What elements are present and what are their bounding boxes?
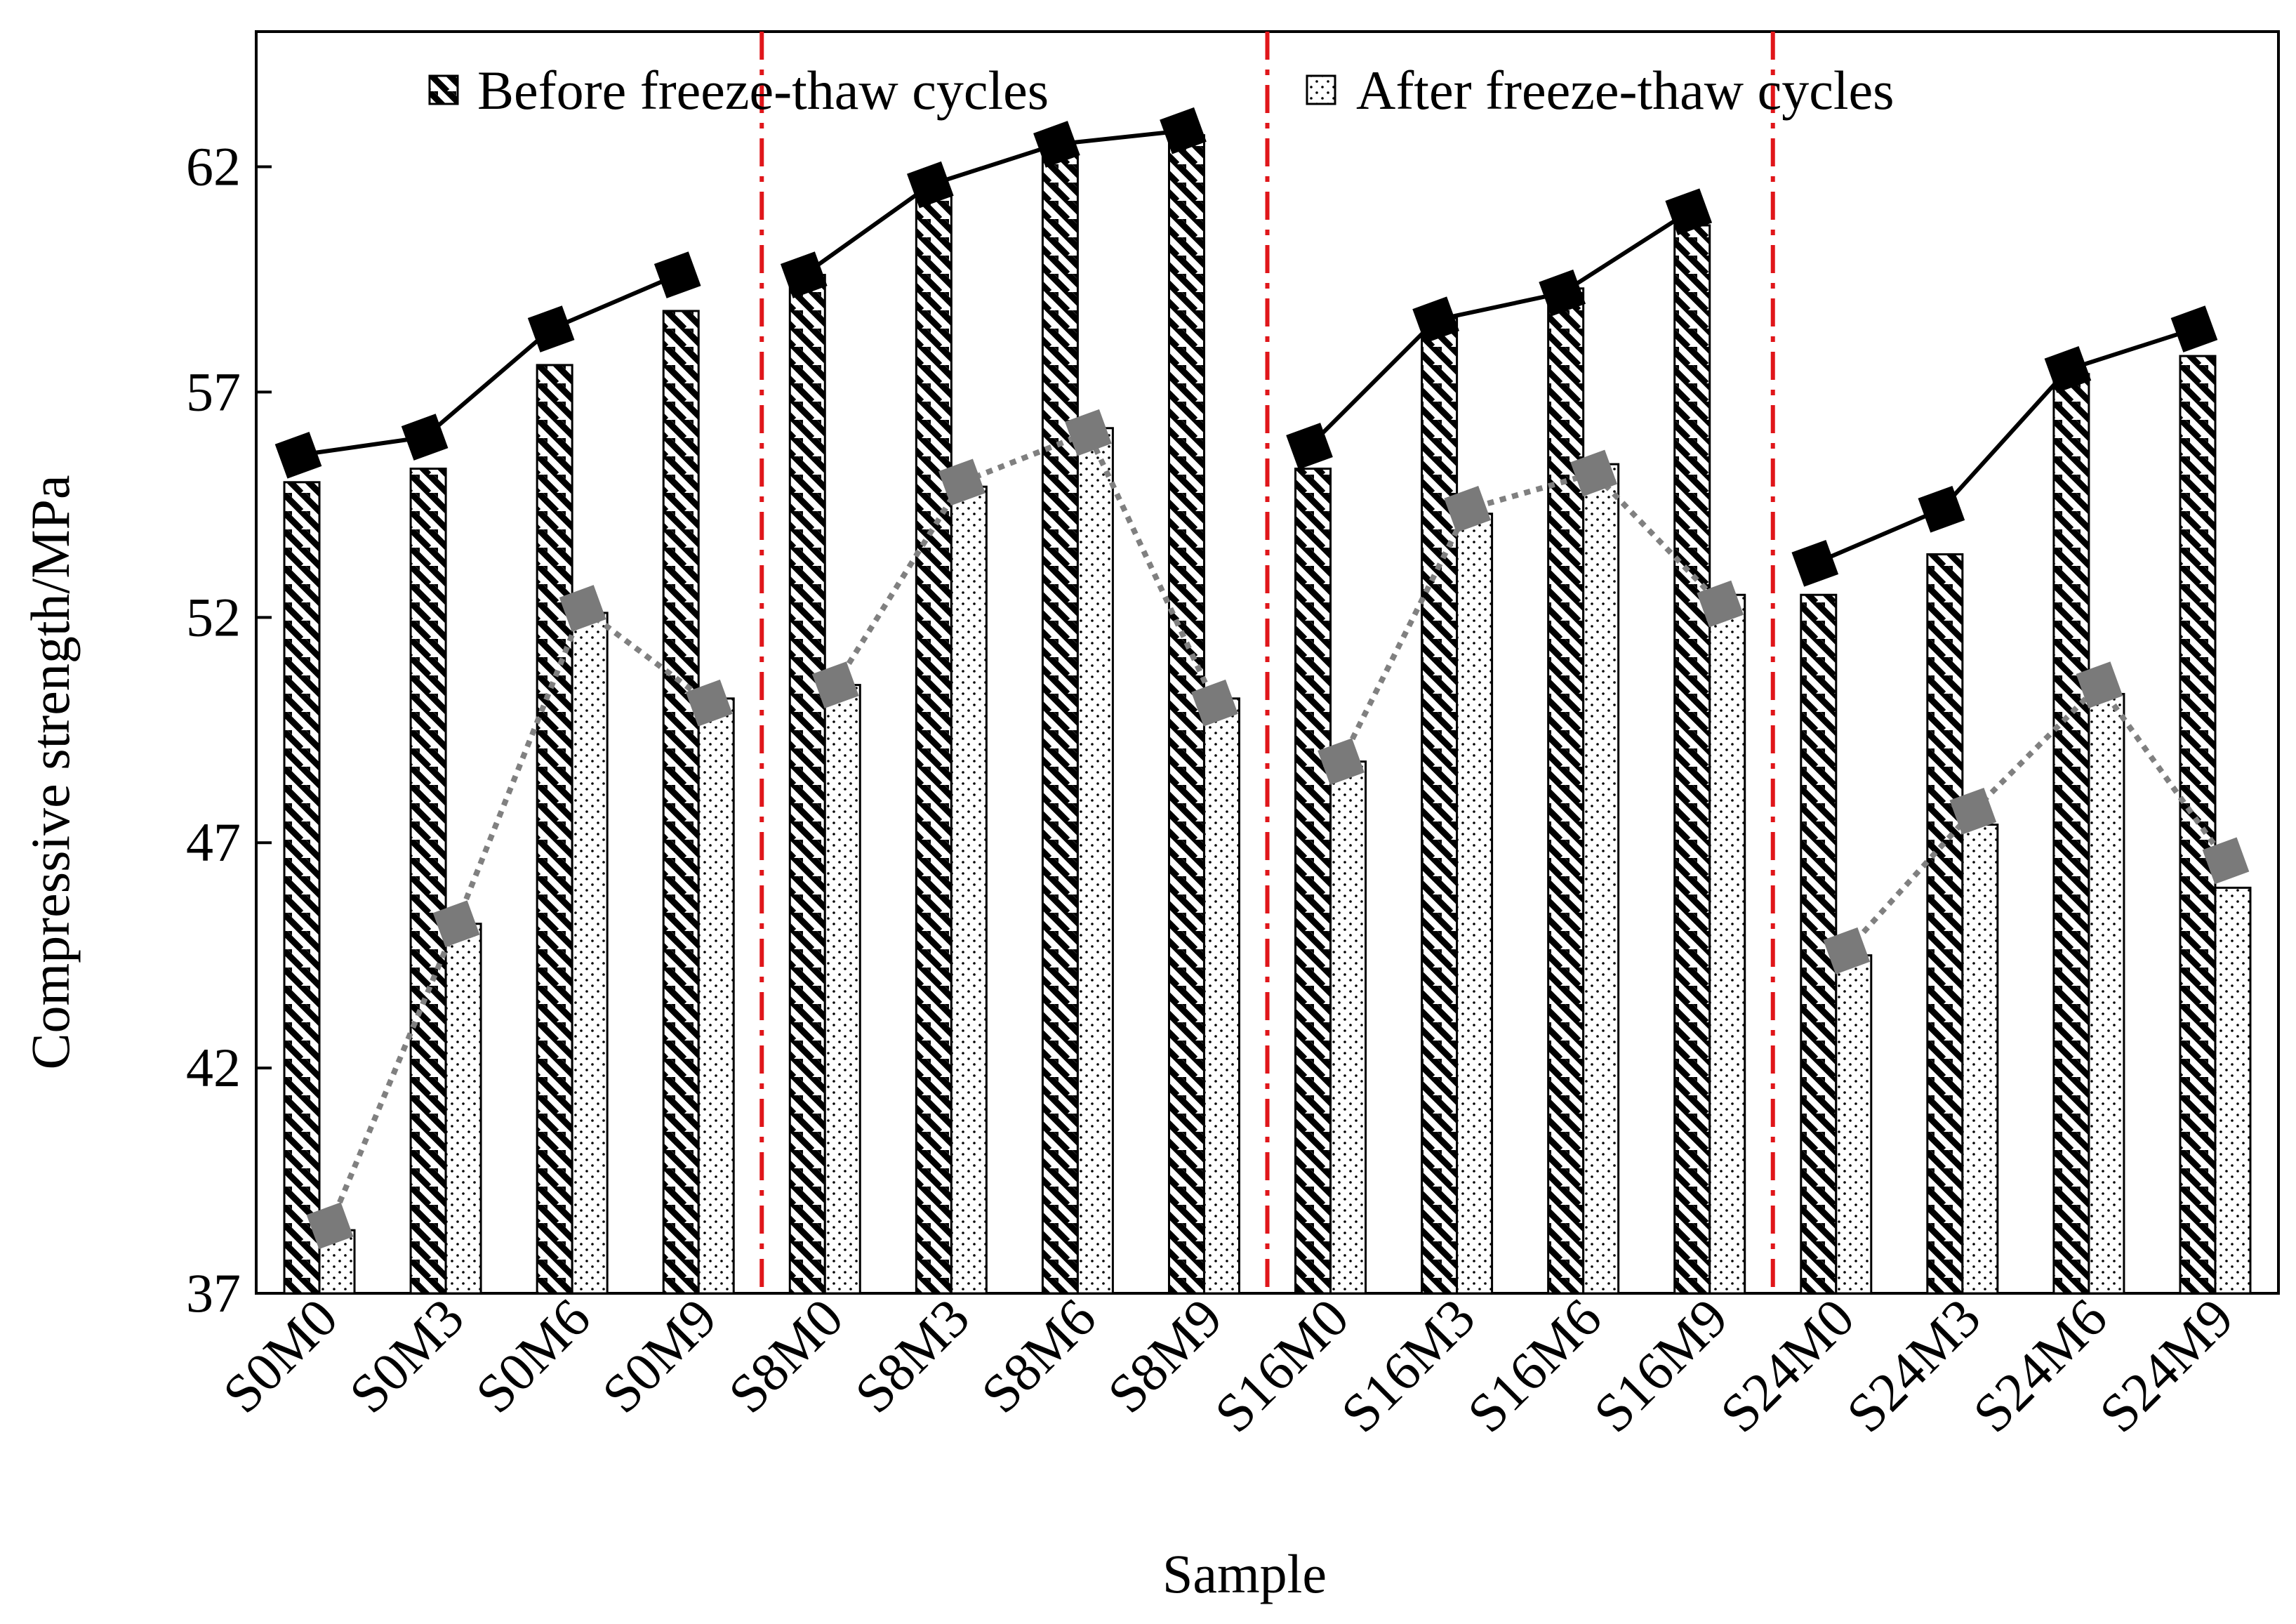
bar-before-S8M0: [788, 274, 826, 1295]
marker-after-S8M6: [1065, 409, 1112, 456]
x-tick-label: S24M6: [1961, 1287, 2118, 1444]
legend-label-before: Before freeze-thaw cycles: [477, 60, 1049, 121]
marker-before-S8M9: [1160, 107, 1207, 154]
marker-before-S0M6: [527, 305, 575, 352]
marker-before-S16M6: [1539, 269, 1586, 317]
bar-after-S8M0: [823, 684, 861, 1295]
x-axis-label: Sample: [1162, 1543, 1327, 1604]
bar-before-S8M3: [915, 192, 953, 1295]
bar-before-S24M6: [2052, 373, 2090, 1295]
marker-before-S24M0: [1791, 539, 1839, 587]
marker-before-S16M3: [1412, 296, 1459, 344]
marker-after-S24M3: [1949, 787, 1997, 835]
marker-before-S8M6: [1033, 121, 1080, 168]
bar-after-S16M3: [1456, 513, 1494, 1295]
legend: Before freeze-thaw cycles After freeze-t…: [428, 60, 1894, 121]
bar-after-S0M9: [697, 697, 735, 1295]
bar-before-S0M3: [409, 468, 447, 1295]
bar-after-S16M6: [1582, 463, 1620, 1295]
x-tick-label: S8M3: [843, 1287, 981, 1425]
marker-after-S8M0: [811, 661, 859, 708]
x-tick-label: S24M9: [2088, 1287, 2245, 1444]
marker-before-S8M0: [780, 251, 828, 298]
bar-after-S16M0: [1329, 760, 1367, 1295]
bar-after-S24M9: [2214, 886, 2252, 1295]
bar-after-S8M6: [1076, 427, 1114, 1295]
y-tick-label: 52: [186, 586, 241, 647]
marker-after-S8M3: [938, 458, 986, 506]
line-before-group-2: [1308, 210, 1690, 448]
line-after-group-1: [832, 429, 1218, 704]
bar-before-S8M6: [1041, 152, 1079, 1295]
marker-after-S16M0: [1318, 738, 1365, 786]
bar-before-S0M9: [662, 310, 700, 1295]
bar-before-S24M3: [1926, 553, 1964, 1295]
bar-after-S16M9: [1708, 593, 1746, 1295]
marker-before-S24M9: [2170, 305, 2218, 352]
marker-before-S16M9: [1665, 188, 1713, 236]
marker-after-S16M6: [1570, 449, 1617, 497]
bar-before-S16M0: [1294, 468, 1332, 1295]
bar-after-S24M6: [2088, 692, 2125, 1295]
marker-before-S0M9: [653, 251, 701, 298]
marker-before-S8M3: [907, 161, 954, 209]
bar-before-S8M9: [1167, 134, 1205, 1295]
line-after-group-3: [1844, 680, 2229, 953]
legend-swatch-after: [1306, 74, 1336, 105]
line-after-group-0: [327, 604, 711, 1227]
marker-after-S24M0: [1823, 927, 1871, 975]
bar-before-S0M6: [536, 364, 573, 1295]
marker-after-S0M6: [559, 585, 606, 632]
x-tick-label: S24M3: [1835, 1287, 1992, 1444]
bar-after-S0M6: [571, 612, 609, 1295]
line-before-group-0: [298, 272, 679, 458]
x-tick-label: S16M3: [1329, 1287, 1487, 1444]
marker-before-S24M3: [1918, 485, 1965, 533]
y-tick-label: 47: [186, 812, 241, 873]
x-tick-label: S8M0: [717, 1287, 854, 1425]
marker-after-S16M3: [1444, 485, 1491, 533]
x-tick-label: S24M0: [1708, 1287, 1866, 1444]
bar-after-S8M3: [950, 485, 988, 1295]
y-axis-label: Compressive strength/MPa: [20, 475, 81, 1069]
x-tick-label: S0M6: [464, 1287, 602, 1425]
marker-after-S16M9: [1697, 580, 1744, 628]
marker-after-S24M6: [2076, 661, 2123, 708]
marker-after-S0M0: [306, 1202, 354, 1250]
x-tick-label: S16M6: [1456, 1287, 1613, 1444]
marker-after-S0M3: [432, 900, 480, 948]
marker-before-S16M0: [1286, 423, 1333, 470]
bar-before-S16M3: [1421, 314, 1459, 1295]
marker-before-S0M0: [274, 431, 322, 479]
bar-after-S8M9: [1202, 697, 1240, 1295]
bar-after-S24M0: [1835, 954, 1873, 1295]
line-after-group-2: [1338, 470, 1723, 763]
marker-after-S8M9: [1191, 679, 1238, 727]
y-tick-label: 37: [186, 1262, 241, 1323]
legend-label-after: After freeze-thaw cycles: [1356, 60, 1894, 121]
bar-after-S0M3: [444, 923, 482, 1295]
y-tick-label: 57: [186, 361, 241, 422]
legend-swatch-before: [428, 74, 459, 105]
marker-after-S24M9: [2202, 837, 2250, 885]
bar-before-S16M6: [1547, 287, 1585, 1295]
line-before-group-1: [802, 128, 1183, 277]
bar-after-S24M3: [1961, 824, 1999, 1295]
marker-before-S0M3: [401, 414, 449, 461]
bar-before-S16M9: [1673, 224, 1711, 1295]
marker-after-S0M9: [685, 679, 733, 727]
y-tick-label: 42: [186, 1037, 241, 1098]
bar-before-S24M9: [2179, 355, 2217, 1295]
x-tick-label: S0M3: [338, 1287, 475, 1425]
x-tick-label: S16M0: [1203, 1287, 1360, 1444]
line-before-group-3: [1814, 326, 2195, 566]
marker-before-S24M6: [2044, 346, 2092, 393]
x-tick-label: S16M9: [1582, 1287, 1739, 1444]
x-tick-label: S0M9: [590, 1287, 728, 1425]
y-tick-label: 62: [186, 136, 241, 197]
x-tick-label: S8M6: [969, 1287, 1107, 1425]
bar-before-S0M0: [283, 481, 321, 1295]
